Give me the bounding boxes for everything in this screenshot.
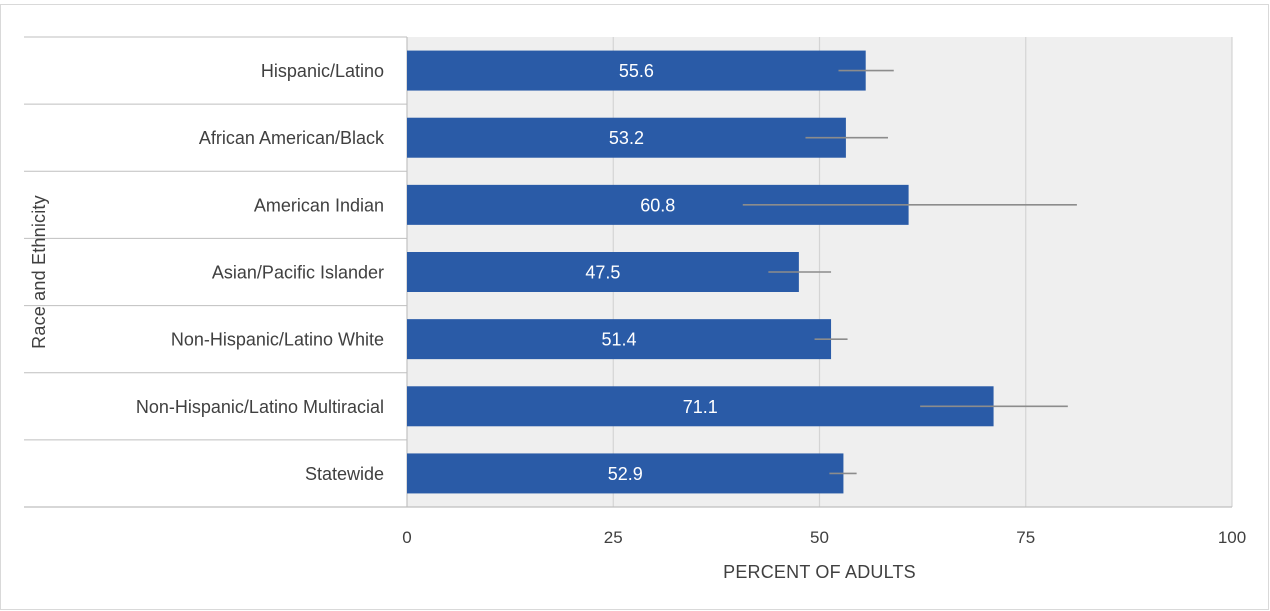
data-label: 55.6 — [619, 61, 654, 81]
category-label: Non-Hispanic/Latino Multiracial — [136, 397, 384, 417]
x-tick-labels: 0 25 50 75 100 — [402, 528, 1246, 547]
x-tick-label: 0 — [402, 528, 411, 547]
x-tick-label: 100 — [1218, 528, 1246, 547]
bar — [407, 50, 866, 91]
x-axis-title: PERCENT OF ADULTS — [723, 562, 916, 582]
bar — [407, 319, 832, 360]
data-label: 60.8 — [640, 195, 675, 215]
category-label: Statewide — [305, 464, 384, 484]
bars — [407, 50, 994, 494]
data-label: 51.4 — [602, 330, 637, 350]
bar — [407, 386, 994, 427]
data-label: 52.9 — [608, 464, 643, 484]
bar — [407, 252, 799, 292]
category-label: Asian/Pacific Islander — [212, 263, 384, 283]
x-tick-label: 25 — [604, 528, 623, 547]
data-labels: 55.6 53.2 60.8 47.5 51.4 71.1 52.9 — [585, 61, 717, 484]
bar — [407, 453, 844, 494]
data-label: 53.2 — [609, 128, 644, 148]
category-label: Hispanic/Latino — [261, 61, 384, 81]
error-bars — [742, 69, 1077, 475]
y-axis-title: Race and Ethnicity — [29, 195, 49, 349]
x-tick-label: 50 — [810, 528, 829, 547]
category-label: American Indian — [254, 195, 384, 215]
x-tick-label: 75 — [1016, 528, 1035, 547]
data-label: 71.1 — [683, 397, 718, 417]
category-label: Non-Hispanic/Latino White — [171, 330, 384, 350]
data-label: 47.5 — [585, 263, 620, 283]
category-labels: Hispanic/Latino African American/Black Ame… — [136, 61, 385, 484]
bar — [407, 117, 846, 158]
category-label: African American/Black — [199, 128, 385, 148]
